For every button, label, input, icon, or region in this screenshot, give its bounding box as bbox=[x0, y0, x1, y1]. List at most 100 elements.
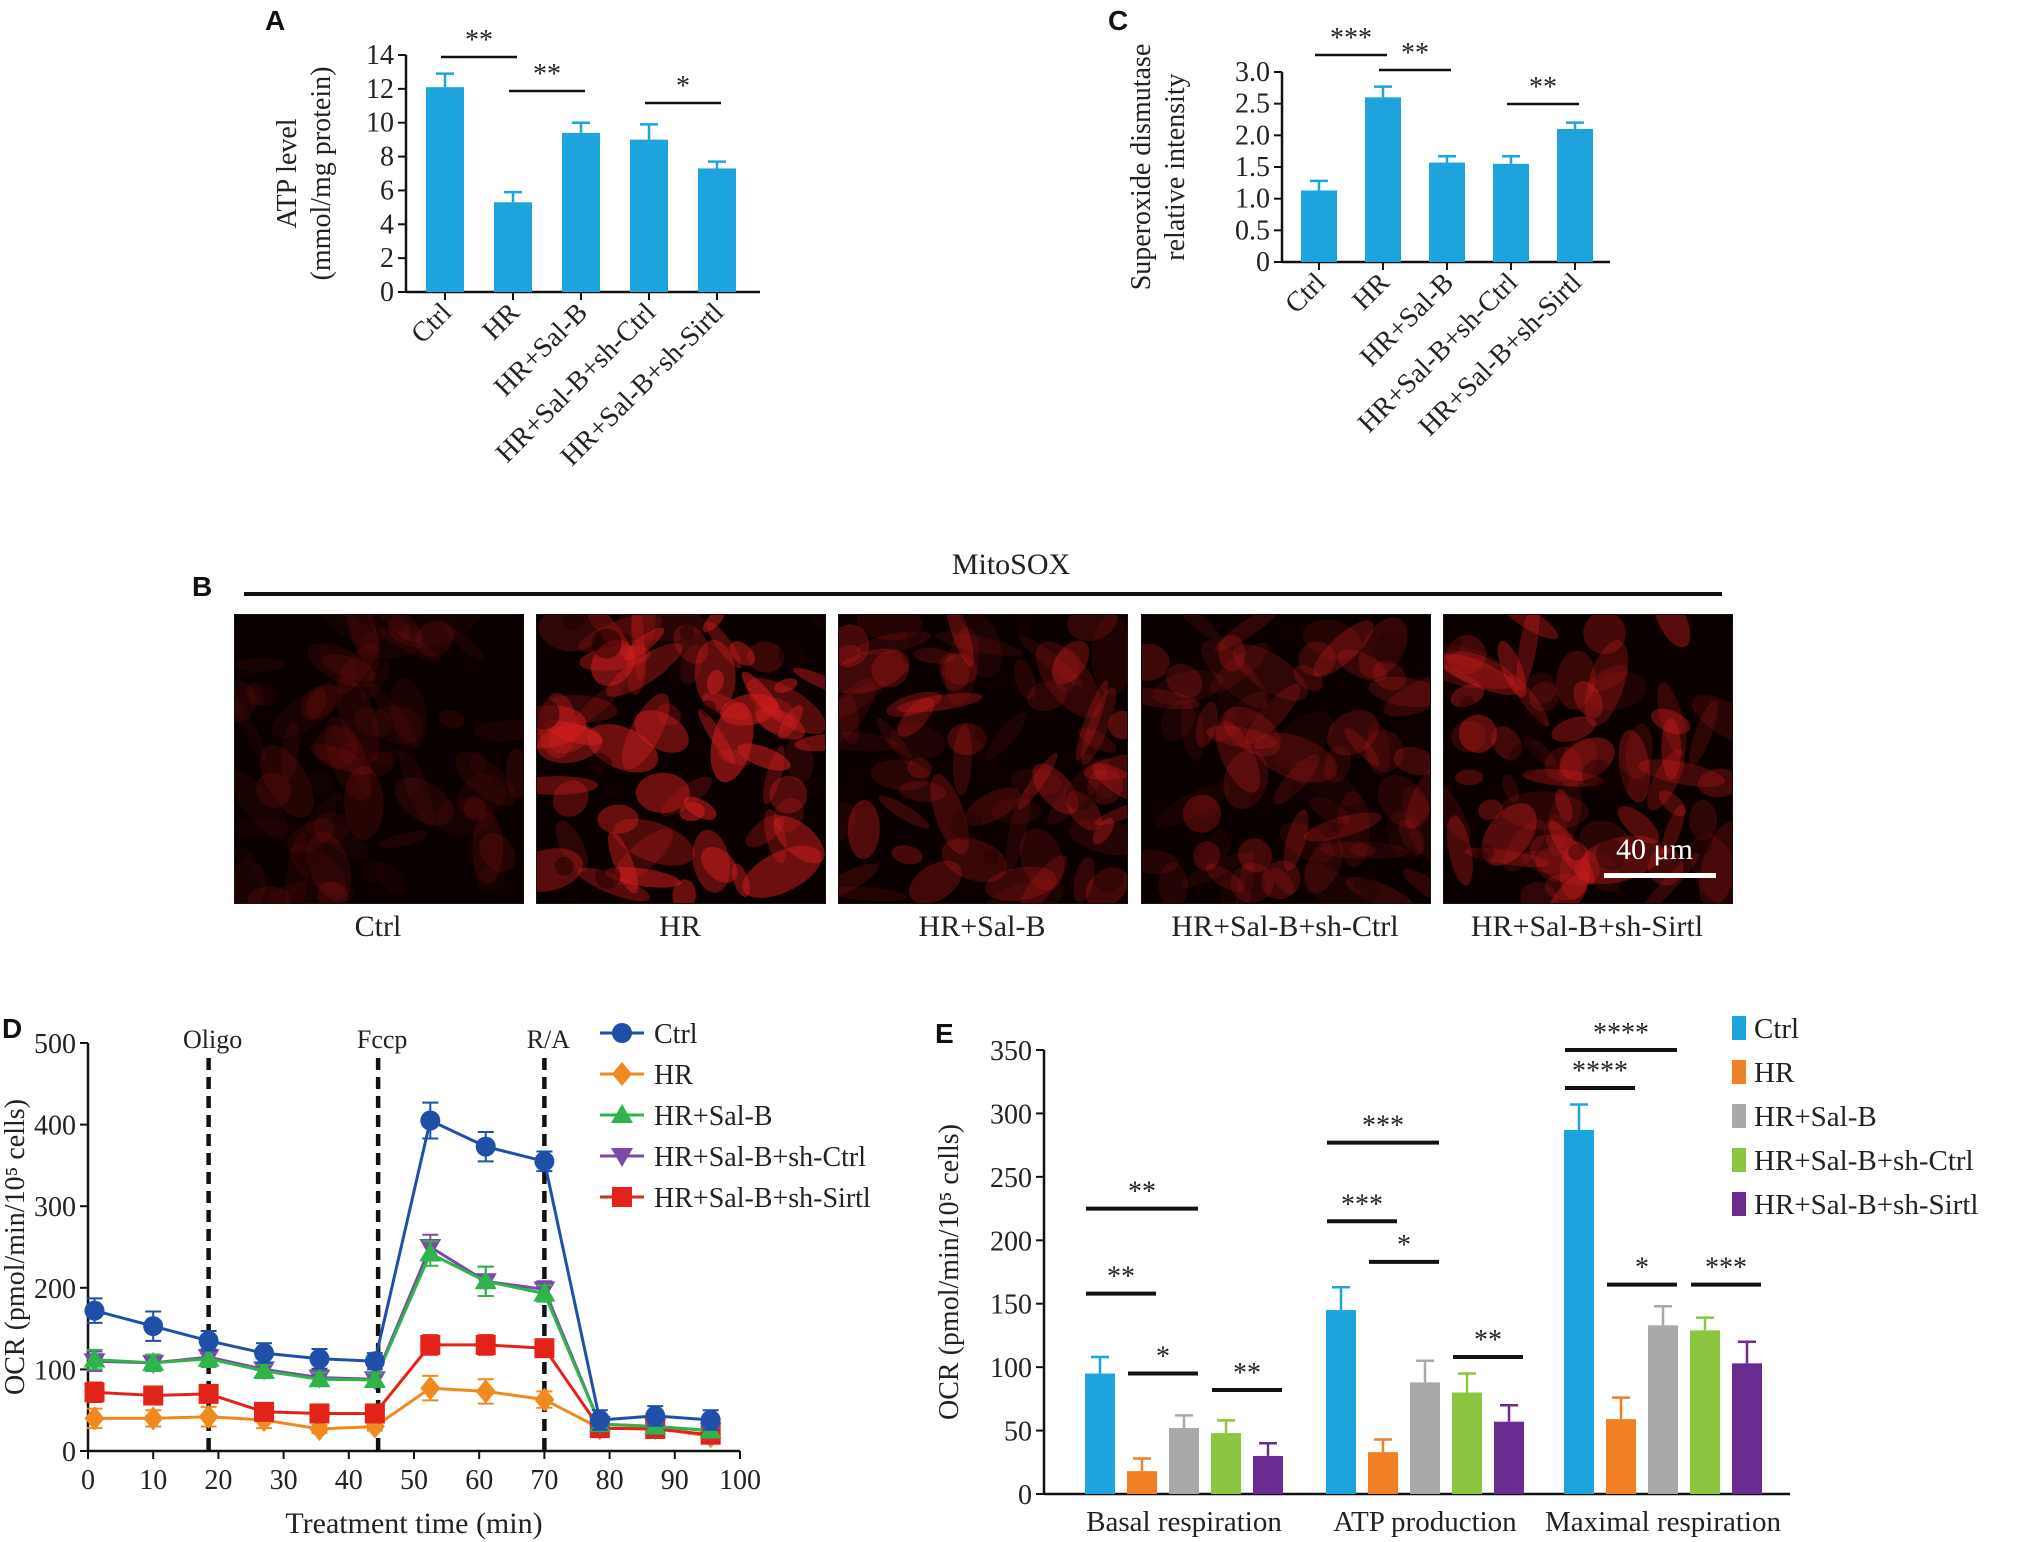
cell-signal bbox=[741, 671, 784, 720]
panel-letter-d: D bbox=[2, 1013, 22, 1044]
cell-signal bbox=[839, 678, 876, 746]
cell-signal bbox=[679, 644, 704, 685]
cell-nucleus bbox=[699, 700, 717, 717]
cell-nucleus bbox=[1011, 615, 1035, 638]
data-point bbox=[589, 1409, 610, 1430]
bar bbox=[1493, 163, 1529, 262]
cell-nucleus bbox=[905, 629, 922, 645]
group-label: ATP production bbox=[1333, 1506, 1517, 1538]
cell-signal bbox=[1638, 759, 1725, 787]
data-point bbox=[363, 1369, 386, 1389]
cell-signal bbox=[913, 647, 954, 664]
cell-signal bbox=[1198, 830, 1232, 868]
cell-signal bbox=[1520, 881, 1559, 903]
cell-signal bbox=[1214, 615, 1281, 652]
cell-signal bbox=[271, 685, 343, 738]
cell-nucleus bbox=[926, 711, 946, 731]
bar bbox=[1429, 162, 1465, 262]
cell-signal bbox=[1502, 774, 1519, 803]
cell-signal bbox=[938, 652, 978, 685]
bar bbox=[630, 139, 668, 292]
cell-signal bbox=[1078, 727, 1117, 753]
cell-signal bbox=[1014, 659, 1036, 700]
cell-signal bbox=[1304, 836, 1344, 894]
cell-signal bbox=[1579, 820, 1632, 867]
cell-nucleus bbox=[902, 649, 917, 665]
cell-nucleus bbox=[1413, 664, 1430, 681]
cell-nucleus bbox=[1514, 712, 1546, 743]
cell-signal bbox=[1207, 690, 1271, 743]
y-axis-label: OCR (pmol/min/10⁵ cells) bbox=[934, 1124, 965, 1420]
cell-signal bbox=[1544, 873, 1587, 901]
cell-signal bbox=[538, 693, 577, 759]
cell-signal bbox=[578, 615, 663, 653]
cell-signal bbox=[286, 818, 335, 854]
cell-signal bbox=[1092, 763, 1127, 804]
bar bbox=[1690, 1330, 1720, 1494]
cell-nucleus bbox=[602, 781, 619, 798]
cell-signal bbox=[909, 860, 962, 903]
legend-swatch bbox=[1732, 1148, 1746, 1172]
cell-nucleus bbox=[295, 842, 321, 868]
data-point bbox=[419, 1242, 442, 1262]
y-tick-label: 300 bbox=[34, 1192, 76, 1223]
cell-signal bbox=[1182, 794, 1222, 833]
cell-signal bbox=[1142, 849, 1179, 874]
cell-signal bbox=[1313, 620, 1374, 677]
y-tick-label: 300 bbox=[990, 1099, 1032, 1130]
cell-signal bbox=[1067, 615, 1118, 641]
cell-signal bbox=[1254, 732, 1338, 783]
data-point bbox=[84, 1382, 105, 1403]
cell-signal bbox=[321, 654, 377, 682]
legend-swatch bbox=[1732, 1192, 1746, 1216]
cell-signal bbox=[984, 866, 1057, 901]
y-tick-label: 350 bbox=[990, 1036, 1032, 1067]
significance-label: ** bbox=[1128, 1177, 1156, 1208]
significance-label: *** bbox=[1705, 1253, 1747, 1284]
cell-nucleus bbox=[1473, 848, 1489, 864]
x-tick-label: 50 bbox=[400, 1465, 428, 1496]
cell-signal bbox=[604, 866, 682, 888]
data-point bbox=[612, 1062, 632, 1086]
data-point bbox=[475, 1334, 496, 1355]
y-axis-label: Superoxide dismutase bbox=[1126, 44, 1157, 291]
cell-signal bbox=[1543, 814, 1568, 850]
scale-bar bbox=[1604, 873, 1716, 878]
cell-signal bbox=[1377, 775, 1430, 829]
significance-label: ** bbox=[1107, 1262, 1135, 1293]
y-axis-label: relative intensity bbox=[1160, 73, 1191, 260]
cell-signal bbox=[1220, 880, 1235, 903]
bar bbox=[1326, 1310, 1356, 1494]
y-tick-label: 0 bbox=[1256, 247, 1270, 278]
significance-label: ** bbox=[1401, 38, 1429, 69]
data-point bbox=[198, 1330, 219, 1351]
data-point bbox=[534, 1387, 555, 1412]
cell-nucleus bbox=[1444, 628, 1463, 655]
cell-signal bbox=[1444, 640, 1501, 668]
significance-label: ** bbox=[533, 59, 561, 90]
cell-signal bbox=[1559, 841, 1591, 900]
cell-nucleus bbox=[554, 856, 574, 876]
y-tick-label: 6 bbox=[380, 175, 394, 206]
cell-signal bbox=[307, 831, 352, 902]
cell-nucleus bbox=[497, 801, 523, 830]
bar bbox=[1127, 1471, 1157, 1494]
cell-signal bbox=[1509, 673, 1550, 727]
significance-label: ** bbox=[465, 25, 493, 56]
mitosox-panel-label: HR bbox=[659, 910, 701, 943]
y-axis-label: ATP level bbox=[272, 118, 303, 228]
cell-signal bbox=[1402, 868, 1430, 903]
cell-nucleus bbox=[562, 615, 584, 631]
cell-signal bbox=[1195, 701, 1218, 748]
cell-nucleus bbox=[1209, 824, 1232, 848]
cell-signal bbox=[773, 815, 825, 864]
cell-signal bbox=[399, 746, 435, 828]
cell-signal bbox=[1573, 680, 1603, 719]
cell-signal bbox=[473, 719, 523, 741]
y-tick-label: 4 bbox=[380, 209, 394, 240]
cell-signal bbox=[1018, 635, 1084, 688]
micrograph-background bbox=[839, 615, 1127, 903]
mitosox-micrograph bbox=[838, 614, 1128, 904]
bar bbox=[1452, 1392, 1482, 1494]
x-tick-label: 20 bbox=[204, 1465, 232, 1496]
